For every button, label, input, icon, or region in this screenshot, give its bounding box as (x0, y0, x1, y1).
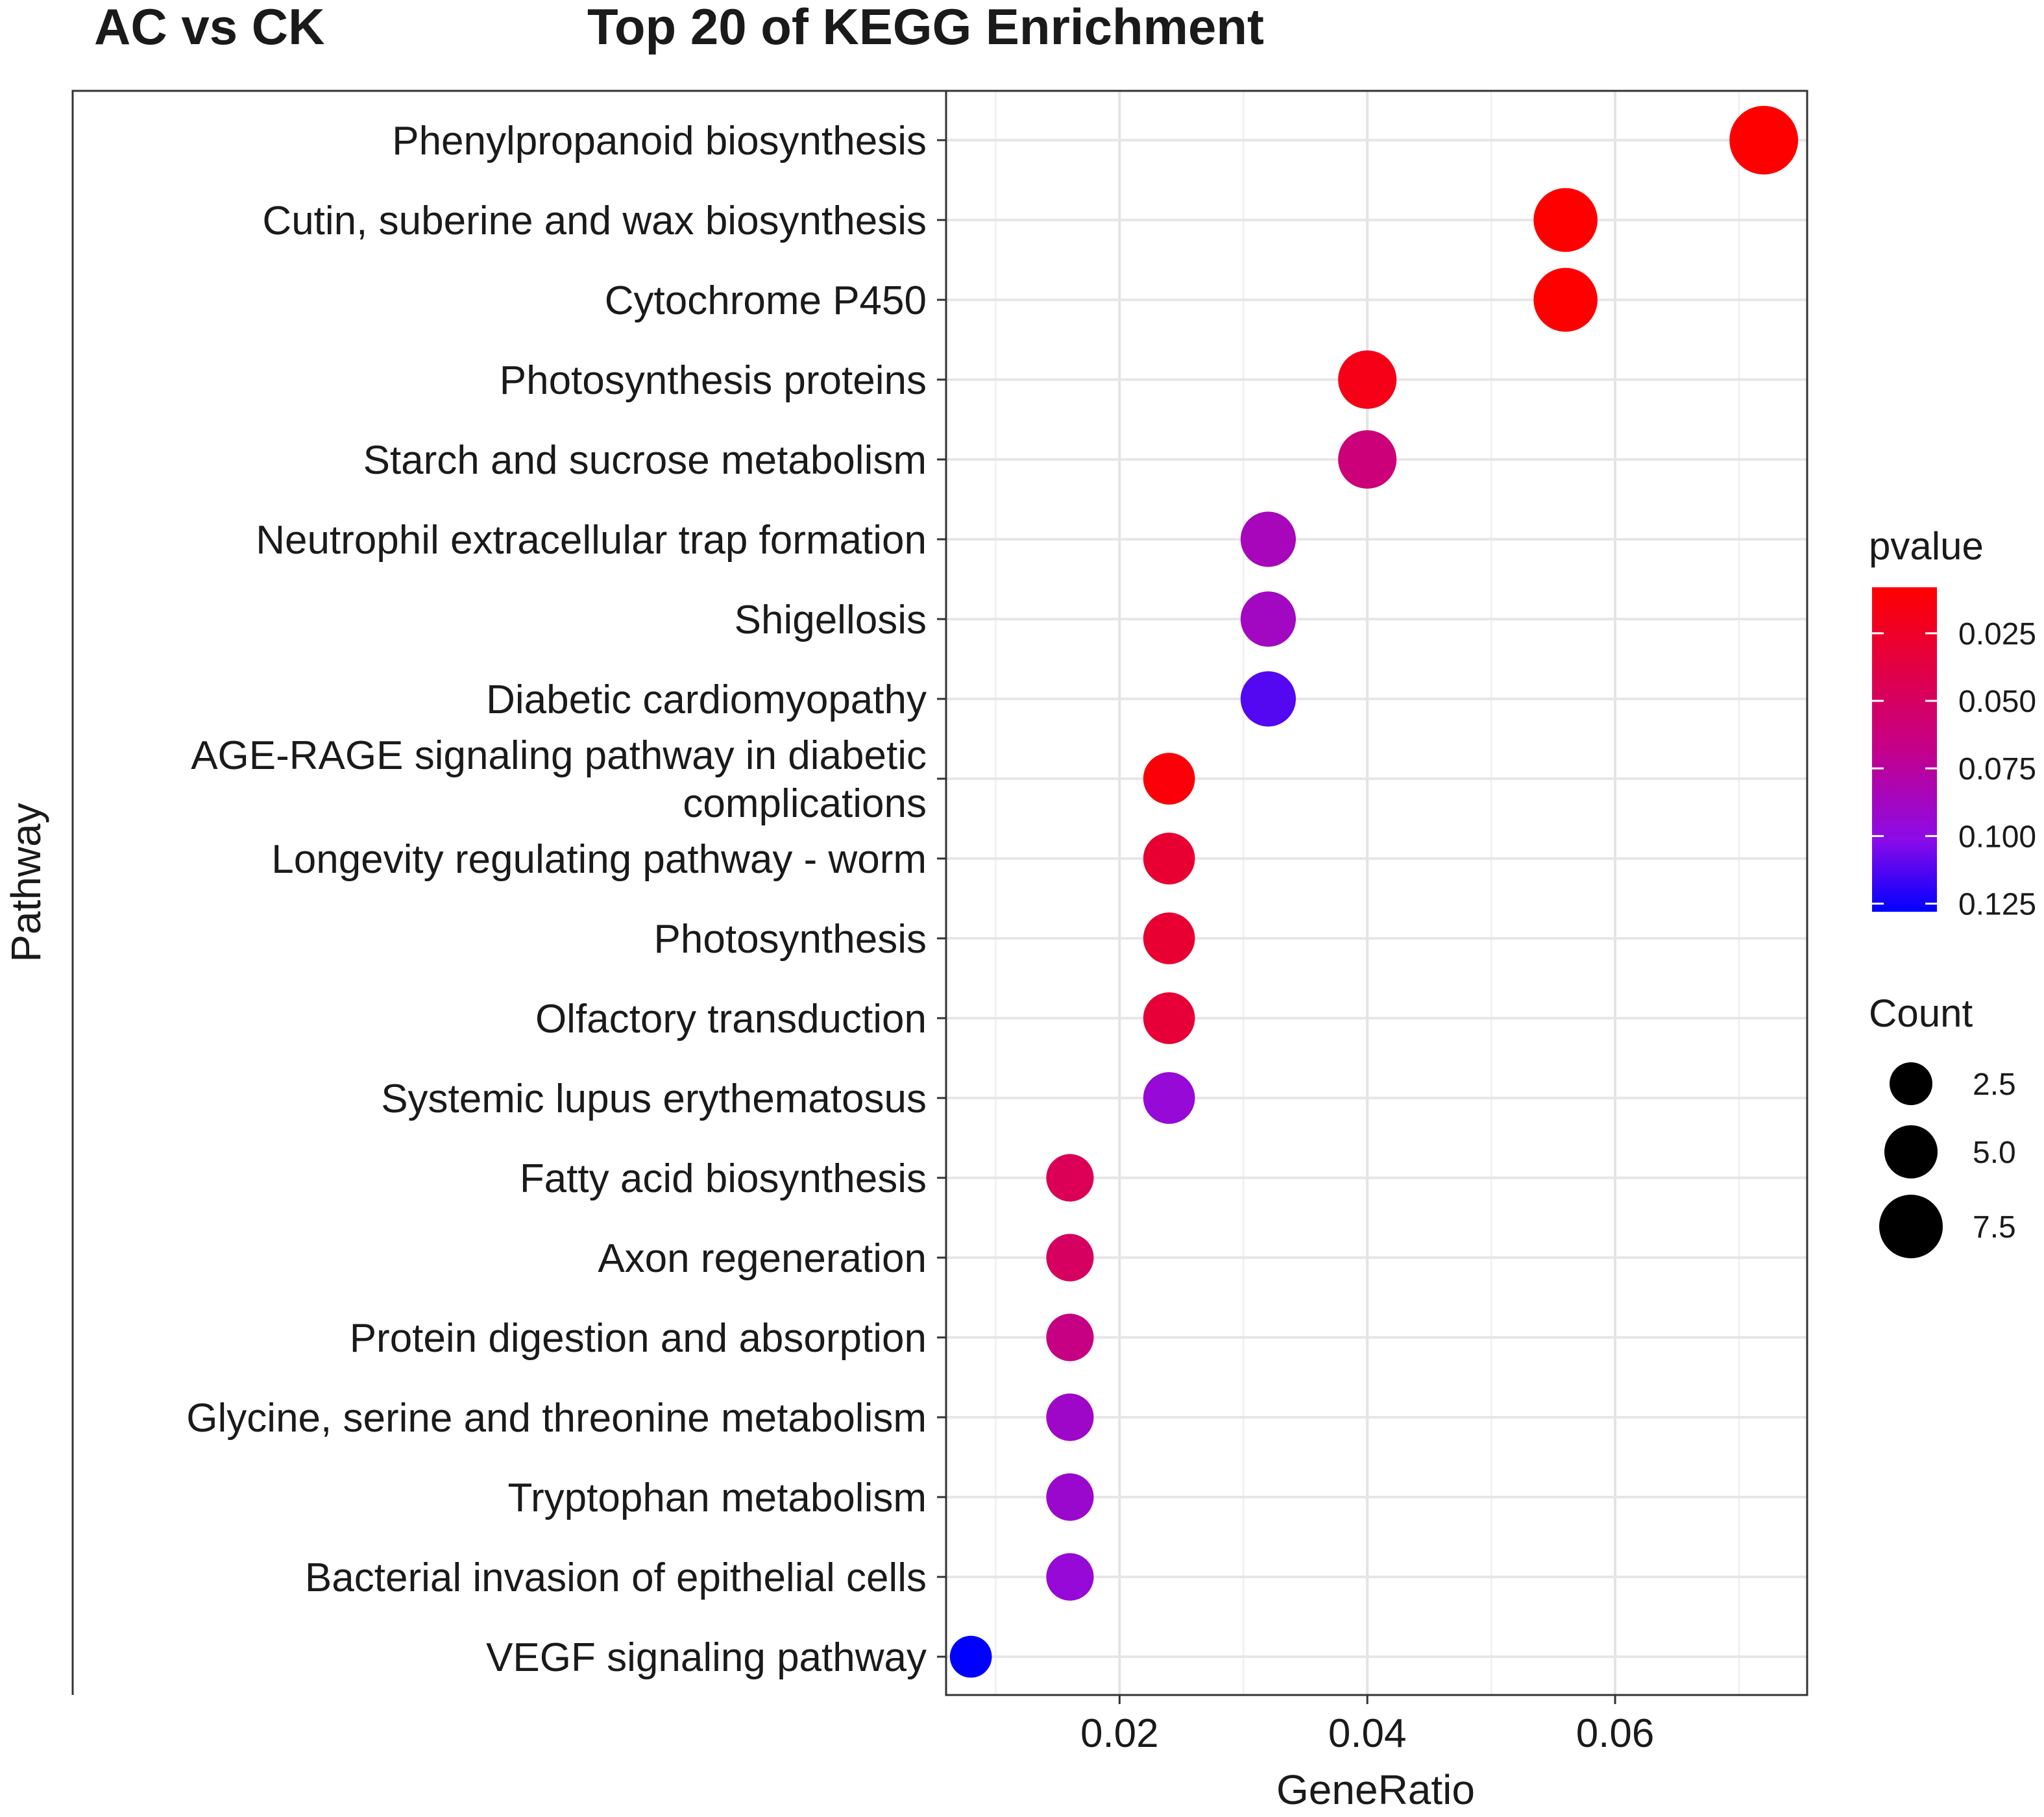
pvalue-tick-label: 0.025 (1958, 617, 2036, 652)
pathway-label: Protein digestion and absorption (350, 1316, 927, 1361)
pathway-label: Olfactory transduction (535, 997, 927, 1042)
pathway-label: Diabetic cardiomyopathy (486, 677, 927, 722)
pathway-label: VEGF signaling pathway (486, 1635, 927, 1680)
data-point (1143, 753, 1195, 805)
y-axis-label: Pathway (3, 803, 49, 962)
x-tick-label: 0.02 (1080, 1711, 1159, 1756)
pathway-label: Tryptophan metabolism (507, 1476, 927, 1520)
pathway-label: Shigellosis (735, 598, 927, 642)
data-point (1533, 267, 1598, 332)
data-point (1533, 188, 1598, 252)
data-point (1143, 992, 1195, 1044)
pathway-label: Glycine, serine and threonine metabolism (186, 1396, 927, 1441)
pathway-label: Cutin, suberine and wax biosynthesis (262, 199, 927, 243)
data-point (1338, 350, 1397, 409)
x-axis-label: GeneRatio (1276, 1766, 1475, 1813)
pathway-label: Neutrophil extracellular trap formation (256, 518, 927, 563)
pvalue-tick-label: 0.050 (1958, 685, 2036, 719)
data-point (1338, 430, 1397, 489)
pathway-label: Axon regeneration (598, 1236, 927, 1281)
data-point (1143, 833, 1195, 884)
x-tick-label: 0.06 (1576, 1711, 1655, 1756)
plot-panel-border (945, 90, 1808, 1696)
pvalue-legend-ticks: 0.025 0.050 0.075 0.100 0.125 (1872, 617, 2036, 922)
chart-subtitle: AC vs CK (94, 0, 324, 55)
count-legend-items: 2.5 5.0 7.5 (1879, 1062, 2016, 1258)
count-legend-title: Count (1869, 992, 1973, 1035)
pathway-labels: Phenylpropanoid biosynthesis Cutin, suber… (186, 119, 946, 1680)
data-point (1046, 1154, 1094, 1202)
count-legend-label: 7.5 (1973, 1210, 2016, 1245)
count-legend-dot (1879, 1195, 1943, 1258)
pathway-label: Photosynthesis proteins (500, 358, 927, 403)
x-tick-label: 0.04 (1328, 1711, 1407, 1756)
count-legend-dot (1890, 1062, 1932, 1105)
pathway-label: Bacterial invasion of epithelial cells (305, 1555, 927, 1600)
data-points (949, 106, 1799, 1678)
pvalue-tick-label: 0.075 (1958, 752, 2036, 787)
pathway-label: Cytochrome P450 (605, 278, 927, 323)
pvalue-colorbar (1872, 587, 1937, 912)
pathway-label: Fatty acid biosynthesis (520, 1156, 927, 1201)
pvalue-tick-label: 0.125 (1958, 888, 2036, 922)
data-point (1046, 1393, 1094, 1441)
data-point (1240, 671, 1296, 727)
count-legend-label: 2.5 (1973, 1067, 2016, 1102)
x-axis: 0.02 0.04 0.06 (1080, 1695, 1654, 1756)
data-point (1046, 1473, 1094, 1521)
data-point (949, 1635, 992, 1678)
data-point (1143, 912, 1195, 964)
chart-title: Top 20 of KEGG Enrichment (587, 0, 1264, 55)
data-point (1143, 1072, 1195, 1124)
outer-frame (71, 90, 946, 1695)
pathway-label: Starch and sucrose metabolism (363, 438, 927, 483)
data-point (1729, 106, 1799, 175)
data-point (1046, 1313, 1094, 1361)
pathway-label: complications (683, 781, 927, 826)
data-point (1240, 591, 1296, 647)
pathway-label: AGE-RAGE signaling pathway in diabetic (191, 733, 927, 778)
pvalue-legend-title: pvalue (1869, 524, 1984, 568)
pathway-label: Phenylpropanoid biosynthesis (392, 119, 927, 164)
data-point (1240, 511, 1296, 567)
pathway-label: Systemic lupus erythematosus (381, 1077, 927, 1121)
pathway-label: Photosynthesis (654, 917, 927, 962)
count-legend-label: 5.0 (1973, 1136, 2016, 1170)
pathway-label: Longevity regulating pathway - worm (271, 837, 927, 882)
count-legend-dot (1884, 1125, 1938, 1178)
plot-background (946, 91, 1807, 1695)
data-point (1046, 1553, 1094, 1601)
pvalue-tick-label: 0.100 (1958, 820, 2036, 854)
data-point (1046, 1234, 1094, 1282)
grid (946, 91, 1807, 1695)
